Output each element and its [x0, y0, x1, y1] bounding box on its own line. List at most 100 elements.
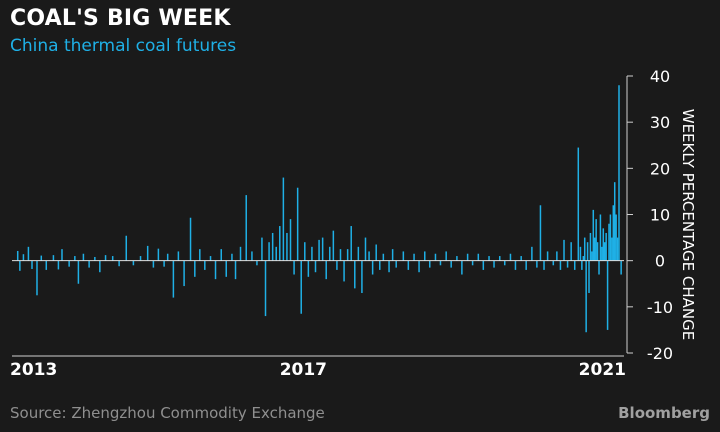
bar	[456, 256, 458, 261]
bar	[293, 260, 295, 275]
bar	[286, 232, 288, 261]
bar	[311, 246, 313, 261]
bar	[395, 260, 397, 268]
bar	[251, 251, 253, 261]
bar	[256, 260, 258, 266]
bar	[132, 260, 135, 266]
bar	[543, 260, 545, 270]
bar	[388, 260, 390, 273]
bar	[612, 205, 615, 261]
bar	[357, 246, 360, 261]
bar	[245, 195, 247, 261]
bar	[16, 250, 19, 261]
bar	[375, 244, 377, 261]
y-tick-label: 30	[650, 113, 670, 132]
bar	[589, 232, 592, 261]
bar	[488, 256, 490, 261]
bar	[613, 182, 616, 261]
bar	[350, 226, 352, 261]
bar	[194, 260, 196, 277]
bar	[514, 260, 517, 270]
bar	[581, 260, 583, 270]
bar	[539, 205, 542, 261]
bar	[139, 256, 142, 261]
bar	[520, 256, 522, 261]
bar	[289, 219, 292, 261]
bar	[603, 242, 606, 261]
bar	[588, 260, 590, 293]
bar	[146, 245, 149, 261]
bar	[461, 260, 463, 275]
bar	[74, 256, 76, 261]
bar	[77, 260, 80, 284]
bar	[591, 251, 593, 261]
bar	[22, 254, 25, 261]
bar	[577, 147, 580, 261]
bar	[586, 242, 589, 261]
chart-subtitle: China thermal coal futures	[10, 36, 237, 56]
bar	[509, 253, 512, 261]
bar	[204, 260, 206, 270]
bar	[61, 249, 63, 261]
bar	[111, 256, 114, 261]
bar	[450, 260, 452, 268]
bar	[606, 260, 609, 330]
bar	[261, 237, 263, 261]
y-tick-label: 20	[650, 159, 670, 178]
bar	[618, 85, 620, 261]
bar	[346, 249, 349, 261]
bar	[611, 237, 613, 261]
bar	[424, 251, 426, 261]
bar	[402, 251, 405, 261]
bar	[214, 260, 217, 280]
x-tick-label: 2013	[10, 360, 57, 380]
bar	[104, 255, 107, 261]
y-tick-label: -10	[647, 298, 673, 317]
y-tick-label: -20	[647, 344, 673, 363]
x-tick-label: 2021	[579, 360, 626, 380]
bar	[183, 260, 185, 287]
bar	[570, 242, 572, 261]
bar	[279, 226, 281, 261]
bar	[559, 260, 562, 270]
bar	[225, 260, 227, 277]
bar	[391, 249, 394, 261]
bar	[157, 248, 160, 261]
bar	[231, 253, 233, 261]
bar	[52, 255, 55, 261]
bar	[382, 253, 385, 261]
bar	[45, 260, 48, 270]
bar	[608, 223, 610, 261]
bar	[296, 187, 299, 261]
bar	[300, 260, 302, 314]
bar	[27, 246, 30, 261]
bar	[371, 260, 374, 275]
bar	[220, 249, 222, 261]
bar	[552, 260, 555, 266]
bar	[152, 260, 155, 268]
bar	[40, 255, 43, 261]
bar	[177, 251, 180, 261]
bar	[88, 260, 90, 268]
bar	[503, 260, 506, 266]
bar	[601, 246, 603, 261]
bar	[556, 251, 558, 261]
bar	[339, 249, 342, 261]
bar	[19, 260, 21, 271]
bar	[118, 260, 120, 267]
bar	[307, 260, 310, 277]
bar	[592, 209, 595, 261]
bar	[57, 260, 60, 270]
bar	[209, 256, 212, 261]
bar	[364, 237, 367, 261]
y-tick-label: 10	[650, 206, 670, 225]
bar	[573, 260, 576, 270]
bar	[264, 260, 267, 317]
bar	[615, 214, 617, 261]
x-tick-label: 2017	[280, 360, 327, 380]
bar	[361, 260, 363, 293]
bar	[585, 260, 587, 333]
bar	[498, 256, 501, 261]
bar	[94, 256, 96, 261]
bar	[172, 260, 175, 298]
